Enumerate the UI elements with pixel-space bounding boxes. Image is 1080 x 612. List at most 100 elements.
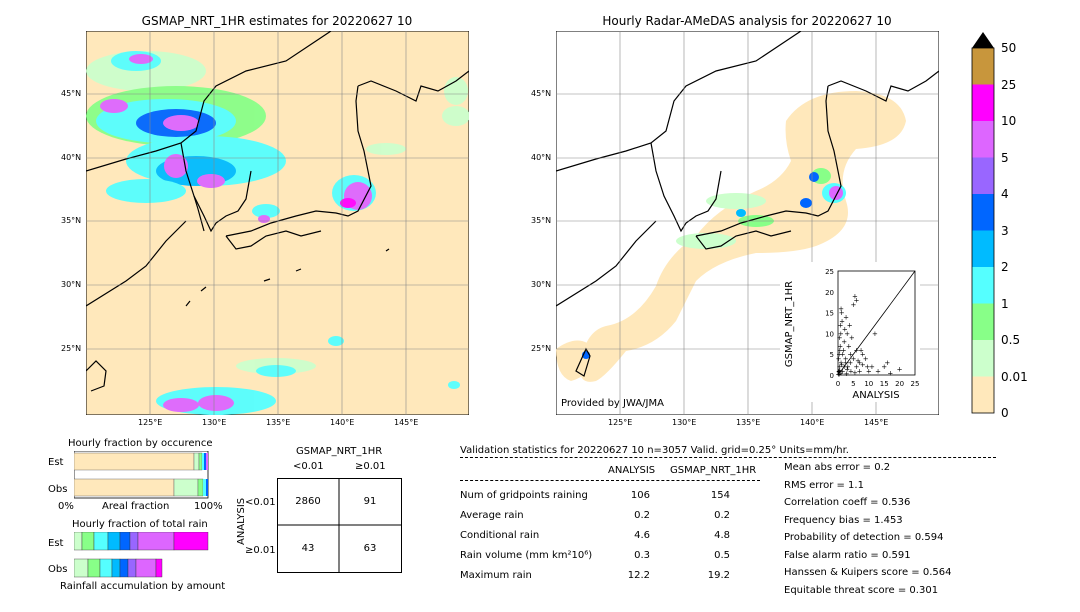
validation-row-gsmap: 19.2 xyxy=(707,570,730,581)
colorbar-cell xyxy=(972,84,994,121)
right-lon-145: 145°E xyxy=(864,418,889,427)
scatter-point: + xyxy=(843,355,849,363)
scatter-point: + xyxy=(849,334,855,342)
scatter-diagonal xyxy=(837,270,916,376)
validation-row-label: Rain volume (mm km²10⁶) xyxy=(460,550,593,561)
colorbar-label: 10 xyxy=(1001,114,1017,128)
right-lat-25: 25°N xyxy=(531,344,552,353)
scatter-point: + xyxy=(855,357,861,365)
scatter-point: + xyxy=(837,334,843,342)
colorbar-cell xyxy=(972,303,994,340)
validation-row-analysis: 0.3 xyxy=(634,550,650,561)
scatter-point: + xyxy=(884,359,890,367)
scatter-point: + xyxy=(897,365,903,373)
scatter-point: + xyxy=(838,330,844,338)
colorbar-cell xyxy=(972,230,994,267)
contingency-row-lt: <0.01 xyxy=(245,497,276,508)
scatter-point: + xyxy=(845,363,851,371)
left-lon-130: 130°E xyxy=(202,418,227,427)
scatter-point: + xyxy=(850,301,856,309)
right-lon-140: 140°E xyxy=(800,418,825,427)
left-lon-145: 145°E xyxy=(394,418,419,427)
right-lat-45: 45°N xyxy=(531,89,552,98)
right-map-coastline xyxy=(556,31,939,377)
scatter-point: + xyxy=(837,363,843,371)
colorbar-label: 5 xyxy=(1001,150,1009,165)
scatter-ytick: 20 xyxy=(825,289,834,297)
scatter-point: + xyxy=(850,355,856,363)
scatter-point: + xyxy=(847,359,853,367)
validation-row-gsmap: 4.8 xyxy=(714,530,730,541)
left-lat-45: 45°N xyxy=(61,89,82,98)
scatter-point: + xyxy=(838,322,844,330)
colorbar-extend-arrow xyxy=(972,32,994,48)
colorbar-label: 25 xyxy=(1001,77,1017,92)
scatter-point: + xyxy=(838,369,844,377)
colorbar-label: 0.5 xyxy=(1001,333,1021,347)
occurrence-obs-bar xyxy=(74,478,208,497)
validation-row-analysis: 4.6 xyxy=(634,530,650,541)
validation-row-gsmap: 0.5 xyxy=(714,550,730,561)
scatter-ytick: 15 xyxy=(825,310,834,318)
right-lat-40: 40°N xyxy=(531,153,552,162)
scatter-point: + xyxy=(857,359,863,367)
validation-row-label: Conditional rain xyxy=(460,530,540,541)
scatter-point: + xyxy=(887,369,893,377)
scatter-point: + xyxy=(837,347,843,355)
scatter-point: + xyxy=(854,363,860,371)
scatter-ylabel: GSMAP_NRT_1HR xyxy=(784,281,795,367)
colorbar-label: 0 xyxy=(1001,406,1009,420)
scatter-point: + xyxy=(838,359,844,367)
scatter-point: + xyxy=(864,363,870,371)
occurrence-axis-right: 100% xyxy=(194,501,223,512)
left-map-grid xyxy=(86,31,469,415)
scatter-point: + xyxy=(843,313,849,321)
validation-score: Mean abs error = 0.2 xyxy=(784,462,891,473)
contingency-col-lt: <0.01 xyxy=(293,461,324,472)
scatter-point: + xyxy=(839,361,845,369)
scatter-point: + xyxy=(836,355,842,363)
occurrence-est-label: Est xyxy=(48,457,64,468)
validation-header: Validation statistics for 20220627 10 n=… xyxy=(460,445,849,456)
scatter-point: + xyxy=(869,363,875,371)
right-lat-35: 35°N xyxy=(531,216,552,225)
left-lat-40: 40°N xyxy=(61,153,82,162)
scatter-point: + xyxy=(841,338,847,346)
scatter-xtick: 25 xyxy=(911,380,920,388)
validation-row-gsmap: 0.2 xyxy=(714,510,730,521)
scatter-ytick: 10 xyxy=(825,330,834,338)
colorbar-label: 3 xyxy=(1001,223,1009,238)
scatter-point: + xyxy=(843,359,849,367)
left-lon-125: 125°E xyxy=(138,418,163,427)
scatter-xtick: 0 xyxy=(836,380,840,388)
right-lat-30: 30°N xyxy=(531,280,552,289)
colorbar-cell xyxy=(972,376,994,413)
validation-divider-mid xyxy=(460,480,760,481)
colorbar-cell xyxy=(972,48,994,85)
scatter-point: + xyxy=(844,370,850,378)
colorbar-label: 1 xyxy=(1001,296,1009,311)
occurrence-axis-mid: Areal fraction xyxy=(102,501,170,512)
validation-row-analysis: 0.2 xyxy=(634,510,650,521)
scatter-point: + xyxy=(854,347,860,355)
left-map-rain xyxy=(86,51,469,415)
left-lat-25: 25°N xyxy=(61,344,82,353)
right-lon-130: 130°E xyxy=(672,418,697,427)
scatter-point: + xyxy=(835,371,841,379)
scatter-point: + xyxy=(837,367,843,375)
contingency-cell-hit-neg: 2860 xyxy=(295,496,321,507)
validation-score: RMS error = 1.1 xyxy=(784,479,864,491)
left-lon-135: 135°E xyxy=(266,418,291,427)
occurrence-est-bar xyxy=(74,452,208,471)
validation-col-gsmap: GSMAP_NRT_1HR xyxy=(670,465,757,476)
colorbar-label: 50 xyxy=(1001,41,1017,55)
scatter-point: + xyxy=(875,367,881,375)
scatter-point: + xyxy=(840,367,846,375)
scatter-point: + xyxy=(847,322,853,330)
scatter-xtick: 5 xyxy=(851,380,855,388)
total-rain-est-bar xyxy=(74,532,209,551)
scatter-point: + xyxy=(852,292,858,300)
scatter-xtick: 10 xyxy=(864,380,873,388)
scatter-point: + xyxy=(852,369,858,377)
colorbar-label: 4 xyxy=(1001,187,1009,201)
